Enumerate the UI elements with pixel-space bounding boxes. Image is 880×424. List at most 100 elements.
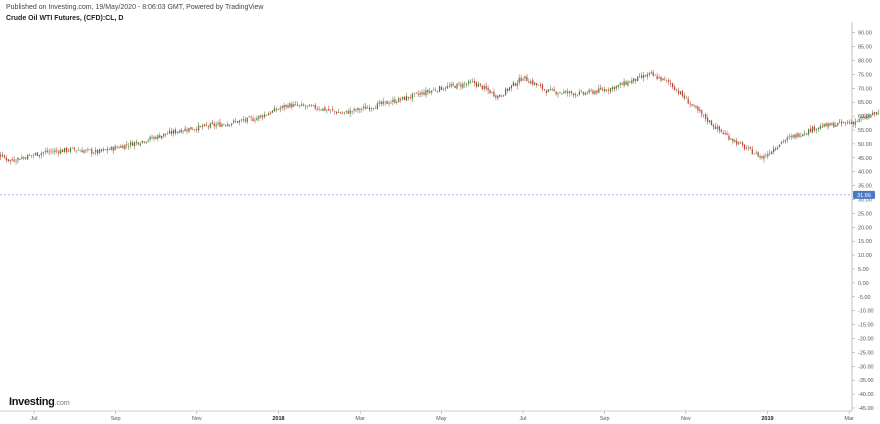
candle-down xyxy=(701,110,703,115)
candle-up xyxy=(227,123,229,127)
candle-up xyxy=(497,95,499,99)
candle-up xyxy=(778,144,781,148)
candle-down xyxy=(302,104,305,106)
candle-down xyxy=(479,83,481,85)
candle-down xyxy=(586,93,588,94)
candle-up xyxy=(343,112,345,113)
candle-down xyxy=(394,99,396,103)
candle-down xyxy=(248,116,250,118)
candle-up xyxy=(753,153,755,155)
candle-down xyxy=(46,150,48,153)
candle-up xyxy=(172,130,174,134)
candle-up xyxy=(448,86,450,87)
candle-up xyxy=(392,99,394,103)
candle-up xyxy=(357,107,359,111)
candle-up xyxy=(370,108,373,109)
candle-up xyxy=(405,96,408,101)
candle-down xyxy=(190,126,192,130)
candle-up xyxy=(842,122,845,123)
candle-up xyxy=(374,108,377,109)
candle-down xyxy=(736,140,738,145)
candle-up xyxy=(182,130,184,132)
candle-down xyxy=(97,149,99,154)
candle-down xyxy=(112,147,114,151)
candle-down xyxy=(297,104,299,106)
candle-up xyxy=(345,110,347,112)
candle-down xyxy=(458,83,460,84)
candle-up xyxy=(260,115,262,117)
candle-up xyxy=(623,81,625,86)
candle-up xyxy=(273,108,276,112)
candle-up xyxy=(557,93,559,95)
candle-down xyxy=(769,152,771,154)
candle-up xyxy=(95,149,97,153)
candle-down xyxy=(673,87,676,91)
candle-up xyxy=(815,128,817,130)
candle-down xyxy=(487,87,489,91)
candle-down xyxy=(30,155,33,156)
candle-down xyxy=(137,142,140,145)
candle-up xyxy=(238,120,241,123)
y-tick-label: 60.00 xyxy=(858,114,872,120)
candle-down xyxy=(452,83,454,86)
candle-up xyxy=(390,102,392,104)
candle-up xyxy=(516,83,518,87)
y-tick-label: 80.00 xyxy=(858,59,872,65)
candle-up xyxy=(510,85,513,89)
candles-layer xyxy=(0,69,880,165)
candle-up xyxy=(565,91,567,93)
x-tick-label: 2019 xyxy=(761,416,773,422)
candle-up xyxy=(534,82,536,85)
candle-down xyxy=(681,90,683,96)
candle-up xyxy=(802,134,804,137)
y-tick-label: 85.00 xyxy=(858,45,872,51)
candle-down xyxy=(602,89,604,91)
candle-up xyxy=(431,90,433,93)
y-tick-label: 15.00 xyxy=(858,239,872,245)
y-tick-label: 35.00 xyxy=(858,184,872,190)
candle-up xyxy=(747,147,750,149)
candle-down xyxy=(714,126,716,130)
candle-down xyxy=(654,75,656,76)
candle-down xyxy=(580,91,582,92)
candle-up xyxy=(221,124,223,127)
candle-down xyxy=(165,133,167,135)
candle-down xyxy=(874,112,876,115)
candle-up xyxy=(839,121,841,123)
candle-down xyxy=(825,123,827,127)
candle-up xyxy=(771,151,773,155)
candle-up xyxy=(413,93,415,94)
candle-up xyxy=(508,87,511,91)
y-tick-label: 25.00 xyxy=(858,211,872,217)
candle-down xyxy=(528,81,530,83)
candle-down xyxy=(0,154,2,157)
candle-up xyxy=(466,84,468,85)
candle-up xyxy=(619,83,621,85)
candle-up xyxy=(609,88,612,92)
candle-down xyxy=(707,117,709,122)
candle-down xyxy=(670,82,672,84)
candle-down xyxy=(213,123,215,127)
candle-up xyxy=(615,85,617,89)
candle-up xyxy=(549,88,551,90)
y-tick-label: -45.00 xyxy=(858,406,874,412)
candle-down xyxy=(677,90,680,94)
candle-down xyxy=(89,149,91,151)
candle-up xyxy=(574,94,577,96)
y-tick-label: 40.00 xyxy=(858,170,872,176)
candle-down xyxy=(50,150,52,152)
candle-down xyxy=(571,91,573,94)
candle-up xyxy=(679,91,682,95)
candle-up xyxy=(1,154,4,156)
candle-down xyxy=(720,129,722,132)
candle-up xyxy=(786,137,788,141)
candle-up xyxy=(411,93,413,99)
candle-up xyxy=(258,115,260,119)
candle-down xyxy=(572,93,575,96)
candle-up xyxy=(114,146,116,151)
candle-up xyxy=(176,131,178,133)
candle-up xyxy=(178,131,180,133)
candle-up xyxy=(153,137,155,139)
candle-down xyxy=(170,131,173,134)
